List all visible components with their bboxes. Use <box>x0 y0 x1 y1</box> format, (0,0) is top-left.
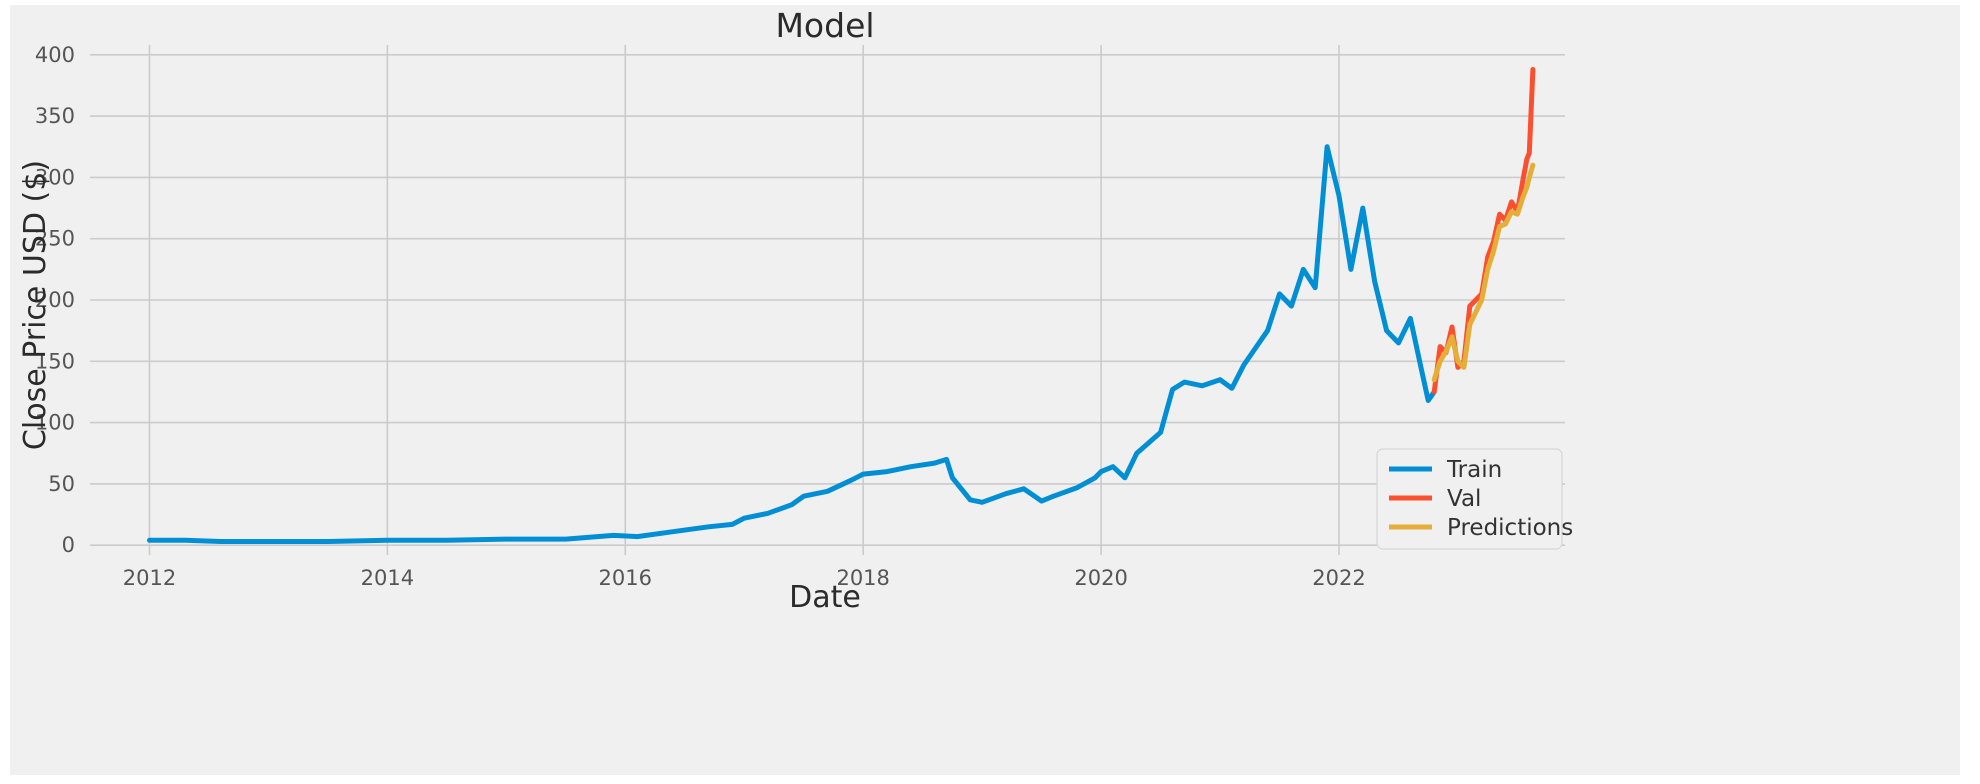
legend-label: Train <box>1446 457 1502 483</box>
series-line-train <box>147 144 1437 544</box>
x-tick-label: 2018 <box>836 566 889 590</box>
y-axis-label: Close Price USD ($) <box>18 160 53 450</box>
x-tick-label: 2016 <box>599 566 652 590</box>
y-tick-label: 300 <box>35 165 75 189</box>
y-tick-label: 400 <box>35 43 75 67</box>
y-tick-label: 200 <box>35 288 75 312</box>
x-axis-ticks: 2012 2014 2016 2018 2020 2022 <box>123 566 1366 590</box>
y-axis-ticks: 0 50 100 150 200 250 300 350 400 <box>35 43 75 557</box>
legend-label: Val <box>1447 486 1481 512</box>
y-tick-label: 0 <box>62 533 75 557</box>
chart-title: Model <box>775 6 874 45</box>
series-line-val <box>1431 67 1536 395</box>
x-tick-label: 2012 <box>123 566 176 590</box>
x-tick-label: 2020 <box>1074 566 1127 590</box>
y-tick-label: 100 <box>35 411 75 435</box>
x-axis-label: Date <box>789 580 861 615</box>
y-tick-label: 350 <box>35 104 75 128</box>
legend-label: Predictions <box>1447 515 1573 541</box>
series-lines <box>147 67 1536 544</box>
x-tick-label: 2014 <box>361 566 414 590</box>
y-tick-label: 50 <box>48 472 75 496</box>
chart-figure: Model 0 50 100 150 200 250 300 350 400 2012 2014 2… <box>10 5 1960 775</box>
y-tick-label: 150 <box>35 349 75 373</box>
y-tick-label: 250 <box>35 227 75 251</box>
series-line-predictions <box>1431 162 1536 383</box>
legend-box <box>1376 448 1563 550</box>
grid-lines <box>90 45 1565 555</box>
x-tick-label: 2022 <box>1312 566 1365 590</box>
legend: Train Val Predictions <box>1376 448 1573 550</box>
